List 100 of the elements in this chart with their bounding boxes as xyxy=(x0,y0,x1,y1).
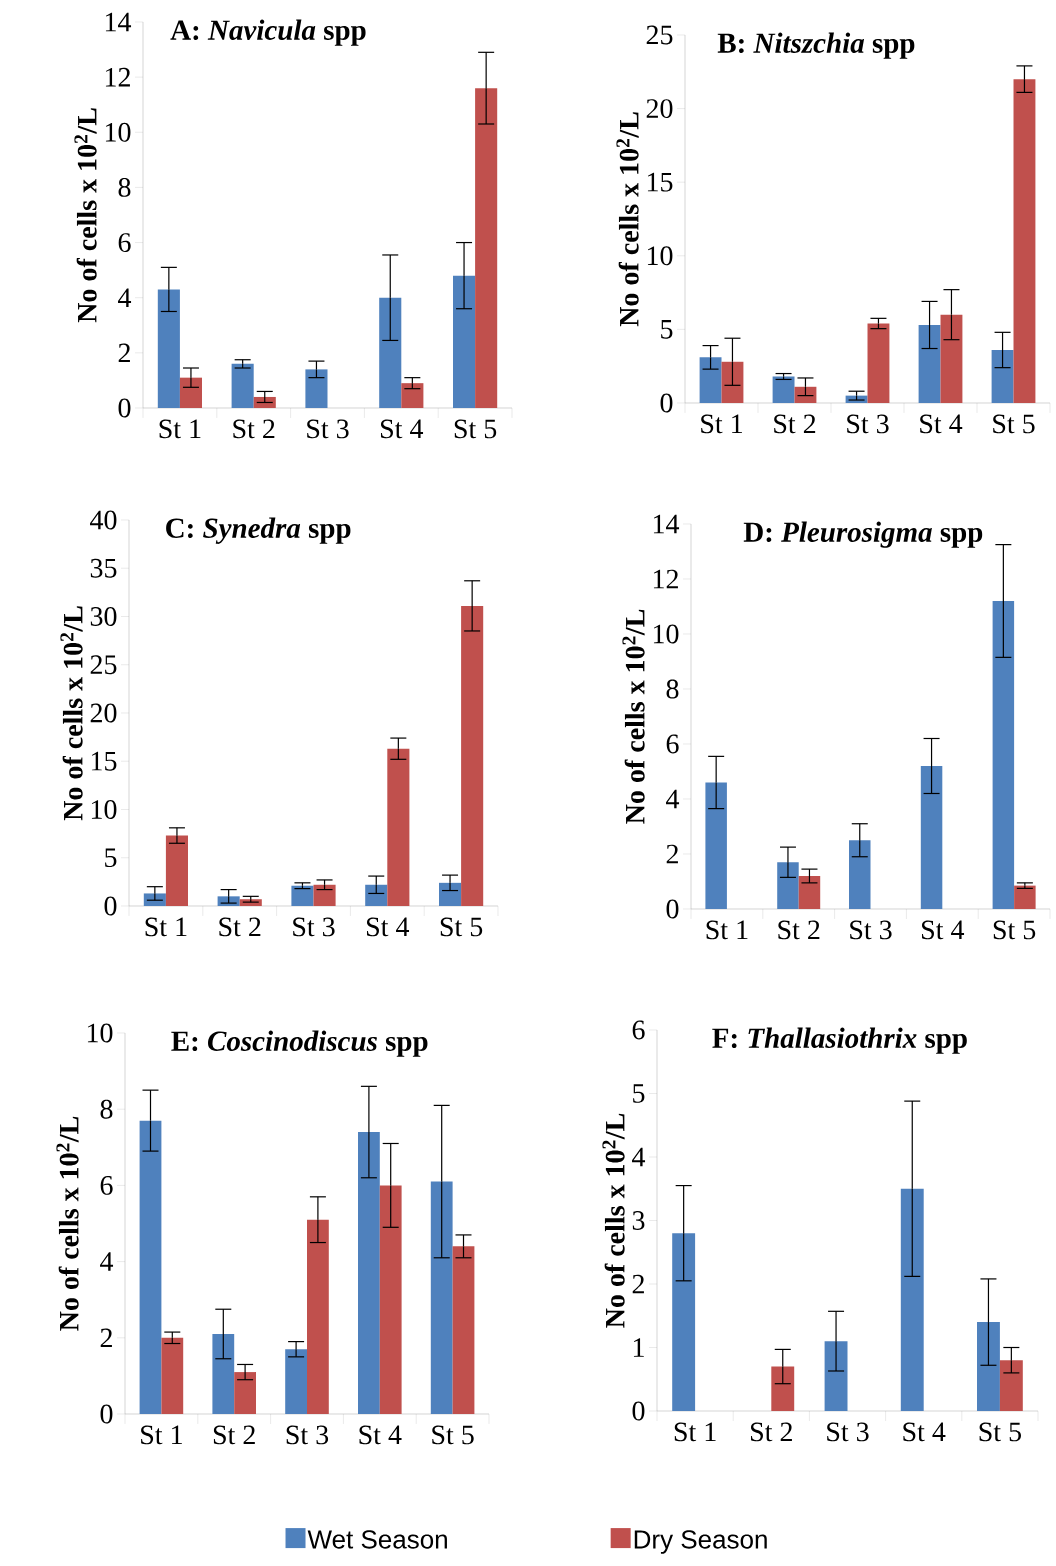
y-tick-label: 12 xyxy=(653,569,678,589)
y-tick-label: 8 xyxy=(666,679,679,699)
bar xyxy=(772,376,795,403)
y-tick-label: 4 xyxy=(632,1147,646,1167)
x-tick-label: St 1 xyxy=(701,414,742,434)
bar xyxy=(992,600,1015,909)
bar xyxy=(165,835,188,906)
x-tick-label: St 5 xyxy=(993,920,1036,940)
bar xyxy=(940,314,963,403)
bar xyxy=(234,1372,256,1414)
y-tick-label: 2 xyxy=(100,1328,112,1348)
bar xyxy=(798,875,821,909)
x-tick-label: St 2 xyxy=(219,917,261,937)
y-tick-label: 10 xyxy=(647,246,673,266)
y-tick-label: 0 xyxy=(660,393,673,413)
y-tick-label: 4 xyxy=(100,1252,114,1271)
x-tick-label: St 1 xyxy=(145,917,187,937)
y-tick-label: 0 xyxy=(632,1401,645,1421)
x-tick-label: St 3 xyxy=(847,414,889,434)
bar xyxy=(777,862,799,909)
y-tick-label: 30 xyxy=(90,607,117,626)
y-axis-title: No of cells x 10$^{2}$/L xyxy=(56,1116,79,1331)
bar xyxy=(285,1349,307,1414)
y-tick-label: 8 xyxy=(100,1099,113,1119)
y-tick-label: 5 xyxy=(633,1084,645,1103)
y-tick-label: 14 xyxy=(653,514,680,534)
x-tick-label: St 4 xyxy=(922,920,965,940)
bar xyxy=(699,357,722,403)
bar xyxy=(430,1181,453,1414)
bar xyxy=(307,1219,329,1414)
y-tick-label: 2 xyxy=(632,1274,644,1294)
bar xyxy=(867,323,890,403)
bar xyxy=(900,1188,924,1411)
legend-label: Dry Season xyxy=(634,1530,767,1554)
x-tick-label: St 1 xyxy=(159,419,201,439)
y-tick-label: 6 xyxy=(118,233,131,252)
y-tick-label: 2 xyxy=(118,343,130,363)
x-tick-label: St 1 xyxy=(706,920,748,940)
bar xyxy=(794,386,817,403)
x-tick-label: St 3 xyxy=(286,1425,329,1445)
x-tick-label: St 5 xyxy=(454,419,497,439)
x-tick-label: St 1 xyxy=(674,1422,716,1442)
bar xyxy=(313,884,336,906)
y-tick-label: 10 xyxy=(653,624,679,644)
x-tick-label: St 2 xyxy=(751,1422,792,1442)
bar xyxy=(439,882,462,906)
chart-title: B: Nitszchia spp xyxy=(717,32,915,59)
chart-title: D: Pleurosigma spp xyxy=(743,521,983,548)
bar xyxy=(824,1341,848,1411)
bar xyxy=(179,377,202,408)
y-tick-label: 10 xyxy=(91,800,117,819)
bar xyxy=(849,840,871,909)
bar xyxy=(305,369,328,408)
bar xyxy=(231,363,254,408)
x-tick-label: St 4 xyxy=(381,419,424,439)
bar xyxy=(977,1322,1000,1411)
bar xyxy=(453,275,476,408)
x-tick-label: St 3 xyxy=(827,1422,869,1442)
x-tick-label: St 2 xyxy=(778,920,820,940)
x-tick-label: St 1 xyxy=(141,1425,182,1445)
y-tick-label: 25 xyxy=(646,25,673,45)
bar xyxy=(1014,885,1036,909)
bar xyxy=(452,1246,475,1414)
x-tick-label: St 5 xyxy=(979,1422,1021,1442)
bar xyxy=(475,88,498,408)
bar xyxy=(157,289,180,408)
chart-title: E: Coscinodiscus spp xyxy=(171,1030,428,1057)
legend-label: Wet Season xyxy=(307,1530,447,1549)
x-tick-label: St 3 xyxy=(850,920,892,940)
bar xyxy=(365,884,388,906)
x-tick-label: St 3 xyxy=(293,917,335,937)
bar xyxy=(999,1360,1023,1411)
bar xyxy=(291,885,314,906)
y-tick-label: 10 xyxy=(87,1023,113,1043)
y-tick-label: 20 xyxy=(90,703,117,723)
bar xyxy=(672,1233,696,1411)
x-tick-label: St 4 xyxy=(359,1425,402,1445)
y-axis-title: No of cells x 10$^{2}$/L xyxy=(60,606,83,821)
bar xyxy=(918,324,941,403)
y-tick-label: 12 xyxy=(105,67,130,87)
chart-title: C: Synedra spp xyxy=(166,517,351,544)
y-tick-label: 14 xyxy=(105,12,132,32)
y-tick-label: 35 xyxy=(90,558,117,578)
y-tick-label: 4 xyxy=(666,789,680,809)
y-tick-label: 15 xyxy=(91,751,117,771)
y-tick-label: 5 xyxy=(105,848,117,868)
y-tick-label: 0 xyxy=(100,1404,113,1424)
bar xyxy=(161,1337,184,1414)
bar xyxy=(920,765,943,909)
bar xyxy=(401,383,424,408)
bar xyxy=(139,1120,162,1414)
y-tick-label: 8 xyxy=(118,177,131,197)
y-tick-label: 5 xyxy=(661,320,673,339)
x-tick-label: St 2 xyxy=(213,1425,255,1445)
y-axis-title: No of cells x 10$^{2}$/L xyxy=(602,1113,625,1328)
y-tick-label: 3 xyxy=(632,1211,645,1230)
bar xyxy=(705,782,727,909)
y-tick-label: 2 xyxy=(666,844,678,864)
y-tick-label: 6 xyxy=(100,1175,113,1195)
bar xyxy=(379,1185,402,1414)
